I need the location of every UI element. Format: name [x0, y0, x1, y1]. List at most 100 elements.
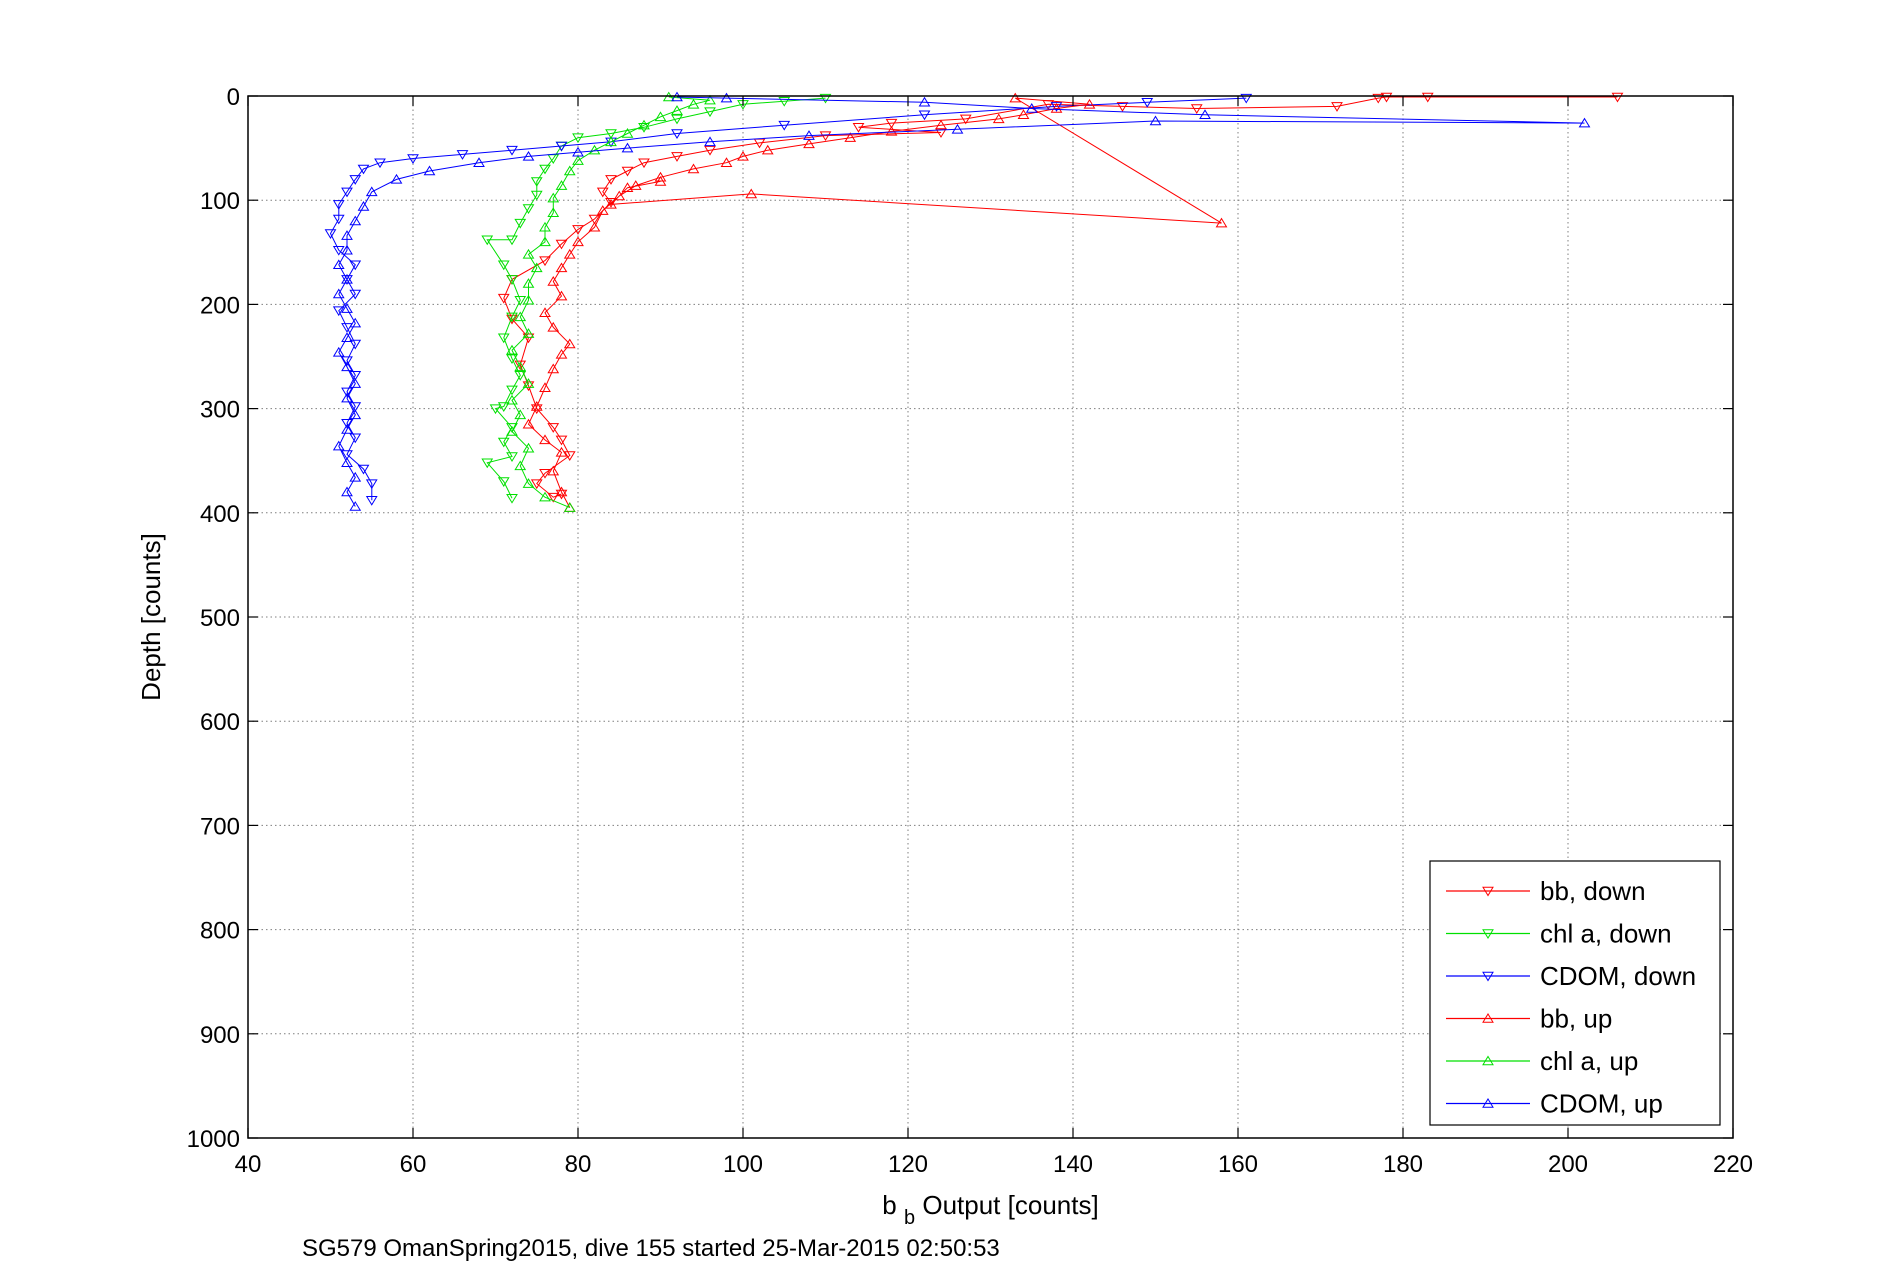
data-point — [885, 125, 898, 136]
data-point — [563, 502, 576, 512]
data-point — [522, 248, 535, 259]
data-point — [522, 278, 535, 288]
y-tick-label: 800 — [200, 918, 240, 945]
data-point — [572, 133, 584, 144]
data-point — [497, 293, 510, 304]
data-point — [357, 200, 370, 211]
data-point — [522, 204, 535, 215]
data-point — [1372, 93, 1385, 104]
data-point — [365, 479, 378, 490]
data-point — [539, 468, 551, 479]
data-point — [349, 289, 362, 300]
data-point — [341, 486, 353, 497]
data-point — [704, 94, 716, 105]
data-point — [852, 123, 865, 133]
data-point — [572, 225, 584, 235]
legend-marker — [1482, 1055, 1494, 1066]
data-point — [341, 230, 353, 240]
x-tick-label: 80 — [565, 1151, 592, 1178]
data-point — [514, 361, 527, 372]
data-point — [687, 163, 700, 174]
data-point — [522, 442, 535, 453]
data-point — [506, 314, 518, 325]
data-point — [547, 276, 560, 286]
data-point — [563, 165, 576, 176]
data-point — [572, 146, 584, 157]
x-tick-label: 180 — [1383, 1151, 1423, 1178]
data-point — [506, 394, 518, 405]
data-point — [935, 119, 947, 130]
data-point — [1025, 103, 1038, 113]
series-chl-a-up — [506, 91, 716, 512]
data-point — [761, 144, 774, 155]
data-point — [671, 152, 683, 162]
legend-label: chl a, down — [1540, 919, 1672, 949]
data-point — [530, 177, 543, 187]
data-point — [555, 446, 568, 457]
data-point — [704, 107, 716, 118]
data-point — [341, 387, 353, 398]
data-point — [506, 493, 518, 504]
series-cdom-down — [324, 93, 1253, 506]
data-point — [588, 144, 601, 155]
data-point — [349, 215, 362, 226]
y-tick-label: 300 — [200, 397, 240, 424]
data-point — [530, 479, 543, 490]
data-point — [629, 180, 642, 190]
data-point — [951, 123, 964, 134]
data-point — [992, 113, 1005, 124]
data-point — [349, 175, 362, 185]
data-point — [539, 491, 551, 502]
data-point — [563, 248, 576, 259]
y-tick-label: 0 — [227, 84, 240, 111]
data-point — [530, 404, 543, 415]
data-point — [613, 190, 626, 201]
data-point — [918, 110, 931, 121]
data-point — [638, 158, 650, 169]
x-axis-label: b b Output [counts] — [882, 1190, 1098, 1230]
data-point — [1611, 92, 1624, 103]
data-point — [596, 187, 609, 198]
data-point — [341, 187, 353, 198]
data-point — [844, 132, 857, 142]
data-point — [349, 339, 362, 350]
data-point — [506, 344, 518, 355]
data-point — [497, 260, 510, 271]
data-point — [745, 188, 758, 199]
data-point — [506, 354, 518, 365]
data-point — [514, 360, 527, 371]
data-point — [1578, 117, 1591, 128]
data-point — [1083, 98, 1096, 109]
data-point — [497, 333, 510, 344]
data-point — [959, 114, 972, 125]
legend-marker — [1482, 1098, 1494, 1108]
data-point — [332, 214, 345, 225]
data-point — [819, 131, 832, 142]
data-point — [547, 363, 560, 374]
data-point — [671, 105, 683, 115]
data-point — [407, 154, 419, 164]
data-point — [1199, 109, 1211, 120]
data-point — [506, 312, 518, 323]
y-tick-label: 700 — [200, 813, 240, 840]
data-point — [514, 409, 527, 420]
data-point — [332, 346, 345, 357]
data-point — [572, 236, 584, 247]
x-tick-label: 140 — [1053, 1151, 1093, 1178]
data-point — [349, 402, 362, 412]
data-point — [522, 378, 535, 388]
data-point — [704, 145, 716, 156]
data-point — [555, 141, 568, 152]
legend-label: CDOM, down — [1540, 961, 1696, 991]
data-point — [365, 186, 378, 197]
legend-marker — [1482, 929, 1494, 939]
data-point — [341, 450, 353, 460]
data-point — [522, 418, 535, 429]
data-point — [687, 98, 700, 109]
data-point — [332, 306, 345, 317]
data-point — [349, 433, 362, 444]
data-point — [555, 486, 568, 497]
data-point — [605, 136, 617, 147]
